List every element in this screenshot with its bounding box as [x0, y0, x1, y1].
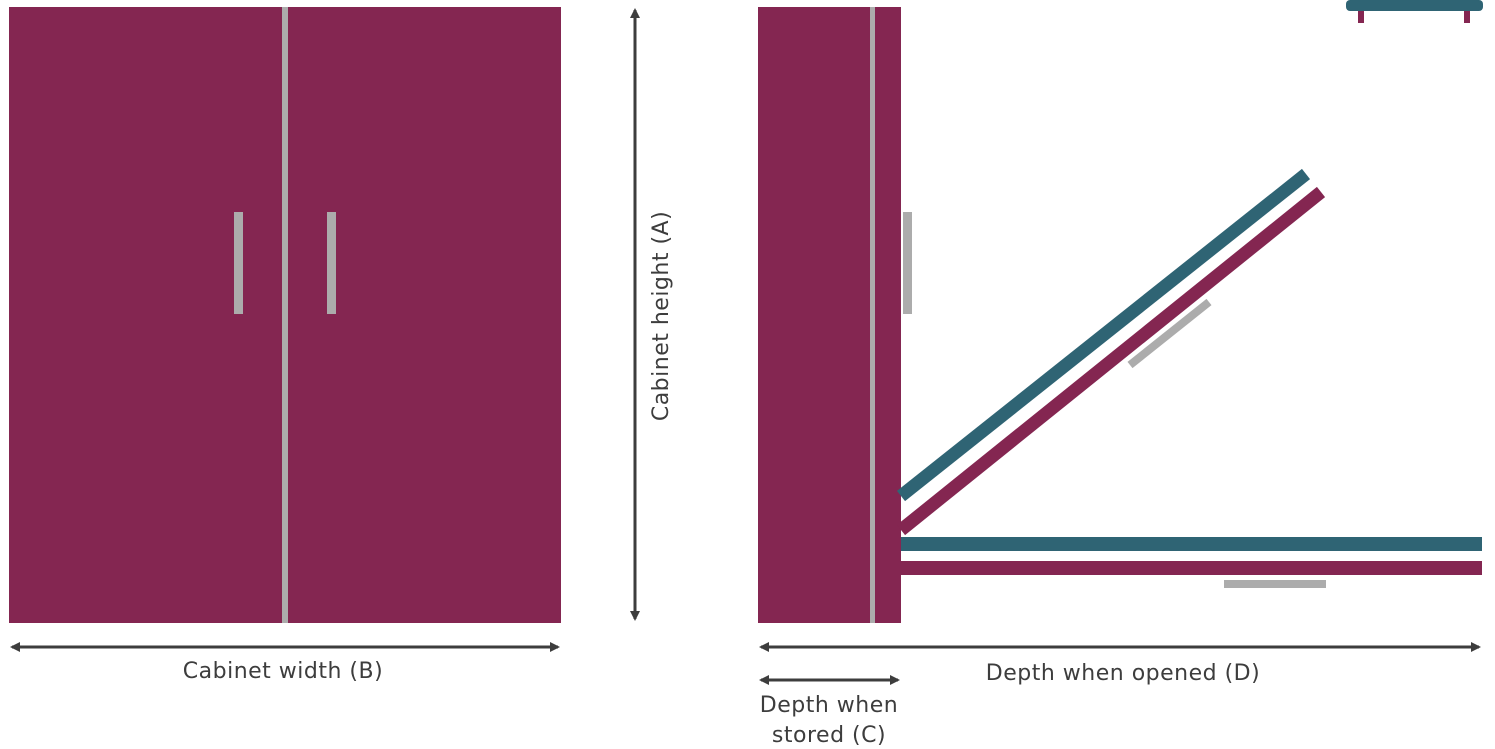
center-door-seam [282, 7, 288, 623]
side-door-seam [870, 7, 875, 623]
right-door-handle [327, 212, 336, 314]
bed-frame-diagonal [896, 168, 1311, 502]
bed-panel-diagonal [896, 186, 1326, 536]
closed-cabinet-front-view [9, 7, 561, 623]
bed-panel-horizontal [901, 561, 1482, 575]
bed-top-leg-left [1358, 11, 1364, 23]
bed-partially-open [896, 168, 1326, 536]
bed-top-leg-right [1464, 11, 1470, 23]
cabinet-side-panel [758, 7, 901, 623]
side-door-handle [903, 212, 912, 314]
depth-opened-label: Depth when opened (D) [986, 661, 1260, 686]
depth-stored-label-line1: Depth when [760, 693, 898, 718]
bed-handle-diagonal [1127, 298, 1212, 369]
bed-frame-horizontal [901, 537, 1482, 551]
left-door-handle [234, 212, 243, 314]
bed-top-frame [1346, 0, 1483, 11]
depth-stored-label-line2: stored (C) [772, 723, 886, 748]
cabinet-height-label: Cabinet height (A) [649, 211, 674, 421]
bed-handle-horizontal [1224, 580, 1326, 588]
side-view-cabinet [758, 7, 912, 623]
bed-top-partial [1346, 0, 1483, 23]
cabinet-width-label: Cabinet width (B) [183, 659, 383, 684]
bed-fully-open [901, 537, 1482, 588]
